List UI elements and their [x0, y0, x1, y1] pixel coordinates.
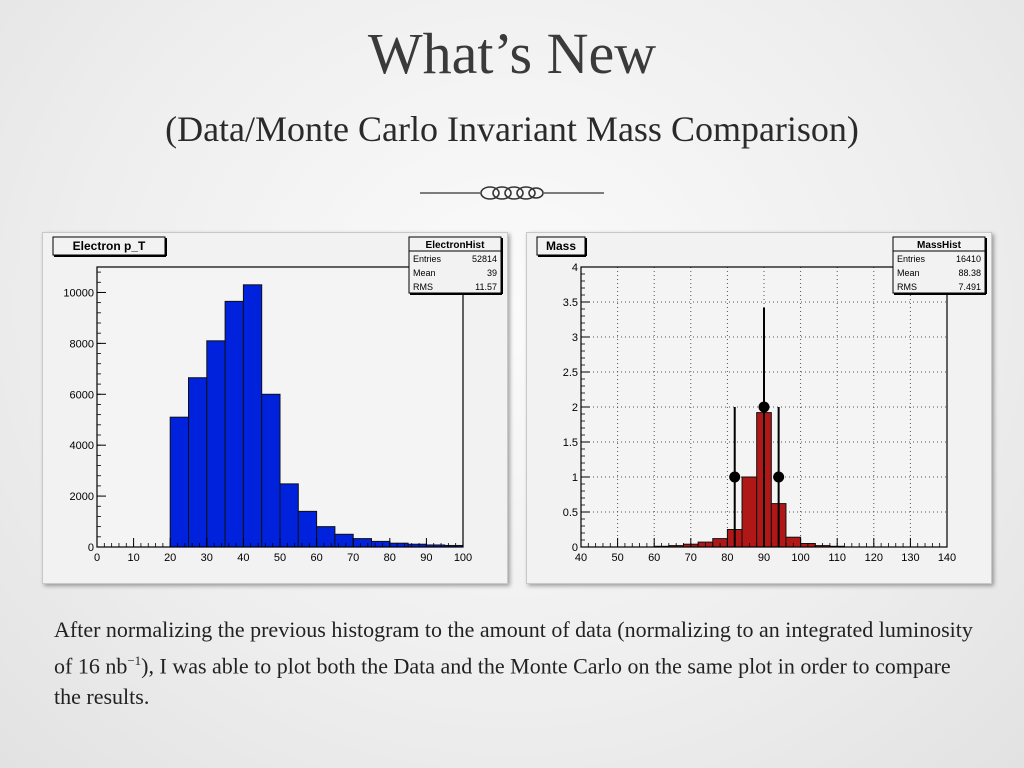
chart1-data-point-2	[773, 471, 785, 483]
ornament-divider	[420, 186, 604, 200]
chart0-stats-value-0: 52814	[472, 254, 497, 264]
chart0-x-tick-label-6: 60	[310, 552, 322, 564]
chart0-x-tick-label-9: 90	[420, 552, 432, 564]
chart0-stats-value-2: 11.57	[475, 282, 497, 292]
chart0-bar-3	[224, 300, 244, 548]
body-text-part-2: ), I was able to plot both the Data and …	[54, 653, 951, 710]
chart0-bar-10	[352, 538, 373, 548]
chart1-y-tick-label-3: 1.5	[563, 437, 578, 449]
chart1-data-point-1	[758, 401, 770, 413]
electron-pt-panel: 0 10 20 30 40 50 60 70 80 90 100 0 2000 4000 6000 8000 1…	[42, 232, 508, 584]
mass-chart: 40 50 60 70 80 90 100 110 120 130 140 0 0.5 1 1.5 2 2.5 3…	[536, 236, 987, 564]
chart1-x-tick-label-5: 90	[758, 552, 770, 564]
chart0-bar-2	[206, 340, 226, 548]
chart1-y-tick-label-8: 4	[572, 262, 578, 274]
chart0-x-tick-label-1: 10	[127, 552, 139, 564]
chart0-x-tick-label-2: 20	[164, 552, 176, 564]
chart0-y-tick-label-4: 8000	[70, 338, 94, 350]
chart1-y-tick-label-4: 2	[572, 402, 578, 414]
chart0-stats-name: ElectronHist	[426, 240, 486, 251]
chart0-stats-value-1: 39	[487, 268, 497, 278]
chart1-x-tick-label-3: 70	[685, 552, 697, 564]
chart0-bar-11	[371, 540, 391, 548]
chart1-x-tick-label-2: 60	[648, 552, 660, 564]
chart0-stats-key-0: Entries	[413, 254, 442, 264]
slide-subtitle: (Data/Monte Carlo Invariant Mass Compari…	[165, 109, 859, 149]
chart1-y-tick-label-2: 1	[572, 472, 578, 484]
body-text-part-1: After normalizing the previous histogram…	[54, 617, 973, 679]
chart0-bar-7	[297, 510, 318, 548]
chart1-stats-value-0: 16410	[956, 254, 981, 264]
chart1-data-point-0	[729, 471, 741, 483]
chart1-stats-name: MassHist	[917, 240, 962, 251]
chart1-x-tick-label-10: 140	[938, 552, 956, 564]
chart0-stats-key-2: RMS	[413, 282, 433, 292]
electron-pt-chart: 0 10 20 30 40 50 60 70 80 90 100 0 2000 4000 6000 8000 1…	[52, 236, 503, 564]
chart1-stats-key-0: Entries	[897, 254, 926, 264]
chart1-stats-value-1: 88.38	[958, 268, 981, 278]
chart1-stats-value-2: 7.491	[958, 282, 981, 292]
chart0-title: Electron p_T	[73, 239, 146, 253]
chart0-x-tick-label-4: 40	[237, 552, 249, 564]
chart1-x-tick-label-0: 40	[575, 552, 587, 564]
chart1-stats-key-2: RMS	[897, 282, 917, 292]
chart0-y-tick-label-1: 2000	[70, 491, 94, 503]
mass-panel: 40 50 60 70 80 90 100 110 120 130 140 0 0.5 1 1.5 2 2.5 3…	[526, 232, 992, 584]
body-text-superscript: −1	[127, 653, 142, 668]
body-paragraph: After normalizing the previous histogram…	[54, 614, 974, 712]
chart1-x-tick-label-7: 110	[828, 552, 846, 564]
chart0-x-tick-label-7: 70	[347, 552, 359, 564]
chart1-y-tick-label-7: 3.5	[563, 297, 578, 309]
chart1-x-tick-label-8: 120	[865, 552, 883, 564]
chart1-y-tick-label-6: 3	[572, 332, 578, 344]
chart1-bar-6	[741, 476, 758, 548]
chart1-y-tick-label-0: 0	[572, 542, 578, 554]
chart0-x-tick-label-3: 30	[201, 552, 213, 564]
chart0-x-tick-label-8: 80	[384, 552, 396, 564]
chart1-title: Mass	[546, 239, 576, 253]
chart0-x-tick-label-10: 100	[454, 552, 472, 564]
chart1-x-tick-label-4: 80	[721, 552, 733, 564]
chart0-bar-4	[242, 284, 263, 548]
chart1-y-tick-label-5: 2.5	[563, 367, 578, 379]
chart0-bar-8	[316, 526, 336, 548]
chart1-stats-key-1: Mean	[897, 268, 920, 278]
chart0-bar-1	[188, 377, 208, 548]
chart1-x-tick-label-9: 130	[901, 552, 919, 564]
chart0-x-tick-label-0: 0	[94, 552, 100, 564]
chart0-stats-key-1: Mean	[413, 268, 436, 278]
chart0-y-tick-label-0: 0	[88, 542, 94, 554]
slide-title: What’s New	[367, 21, 657, 86]
chart0-bar-0	[169, 416, 189, 548]
chart1-stats-box	[892, 236, 986, 294]
chart0-y-tick-label-2: 4000	[70, 440, 94, 452]
chart1-y-tick-label-1: 0.5	[563, 507, 578, 519]
chart0-y-tick-label-3: 6000	[70, 389, 94, 401]
chart1-x-tick-label-1: 50	[611, 552, 623, 564]
chart0-x-tick-label-5: 50	[274, 552, 286, 564]
chart0-y-tick-label-5: 10000	[63, 287, 94, 299]
chart1-x-tick-label-6: 100	[791, 552, 809, 564]
chart0-bar-5	[261, 393, 281, 548]
chart0-bar-9	[334, 533, 354, 548]
chart0-bar-6	[279, 483, 299, 548]
